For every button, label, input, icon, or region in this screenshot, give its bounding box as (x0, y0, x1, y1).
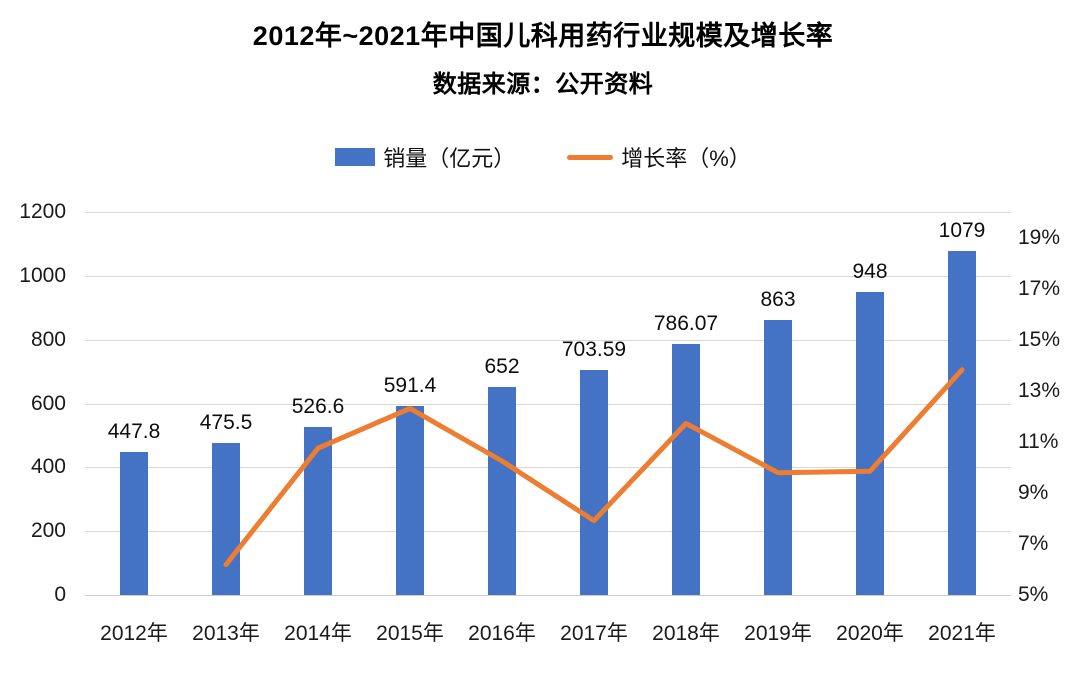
bar-swatch-icon (335, 148, 376, 166)
legend-item-sales: 销量（亿元） (335, 141, 515, 173)
y-axis-tick-right: 19% (1018, 225, 1061, 249)
y-axis-tick-left: 400 (30, 455, 66, 479)
y-axis-tick-left: 600 (30, 391, 66, 415)
bar-value-label: 786.07 (653, 312, 719, 336)
y-axis-tick-right: 15% (1018, 327, 1061, 351)
x-axis-label: 2017年 (560, 622, 628, 645)
x-axis-label: 2018年 (652, 622, 720, 645)
bar (212, 443, 240, 595)
y-axis-tick-right: 7% (1018, 531, 1049, 555)
y-axis-tick-left: 800 (30, 327, 66, 351)
gridline (85, 339, 1011, 341)
bar-value-label: 1079 (938, 218, 986, 242)
bar-value-label: 652 (484, 354, 520, 378)
x-axis-label: 2015年 (376, 622, 444, 645)
y-axis-tick-right: 13% (1018, 378, 1061, 402)
bar (488, 386, 516, 595)
x-axis-label: 2020年 (836, 622, 904, 645)
legend-item-growth: 增长率（%） (567, 141, 751, 173)
bar (396, 406, 424, 595)
gridline (85, 403, 1011, 405)
bar-value-label: 526.6 (291, 394, 345, 418)
x-axis-label: 2012年 (100, 622, 168, 645)
y-axis-tick-right: 17% (1018, 276, 1061, 300)
bar-value-label: 948 (852, 260, 888, 284)
y-axis-tick-right: 9% (1018, 480, 1049, 504)
line-swatch-icon (567, 154, 614, 160)
bar (764, 319, 792, 595)
y-axis-tick-right: 5% (1018, 583, 1049, 606)
gridline (85, 595, 1011, 596)
x-axis-label: 2013年 (192, 622, 260, 645)
bar (304, 426, 332, 595)
x-axis-label: 2019年 (744, 622, 812, 645)
x-axis-label: 2021年 (928, 622, 996, 645)
bar (856, 292, 884, 595)
bar-value-label: 447.8 (107, 420, 161, 444)
y-axis-tick-right: 11% (1018, 429, 1059, 453)
x-axis-label: 2016年 (468, 622, 536, 645)
bar-value-label: 475.5 (199, 411, 253, 435)
chart-title: 2012年~2021年中国儿科用药行业规模及增长率 (252, 21, 834, 51)
gridline (85, 467, 1011, 469)
legend: 销量（亿元） 增长率（%） (0, 141, 1086, 173)
gridline (85, 275, 1011, 277)
bar (580, 370, 608, 595)
x-axis-label: 2014年 (284, 622, 352, 645)
chart-subtitle: 数据来源：公开资料 (432, 71, 654, 98)
bar (948, 250, 976, 595)
bar-value-label: 703.59 (561, 338, 627, 362)
bar (672, 344, 700, 595)
legend-label-growth: 增长率（%） (621, 146, 751, 171)
legend-label-sales: 销量（亿元） (383, 146, 516, 171)
bar-value-label: 591.4 (383, 374, 437, 398)
bar-value-label: 863 (760, 287, 796, 311)
y-axis-tick-left: 0 (54, 583, 66, 606)
y-axis-tick-left: 1200 (19, 200, 66, 223)
y-axis-tick-left: 1000 (19, 263, 66, 287)
gridline (85, 531, 1011, 533)
gridline (85, 212, 1011, 213)
y-axis-tick-left: 200 (30, 519, 66, 543)
bar (120, 452, 148, 595)
